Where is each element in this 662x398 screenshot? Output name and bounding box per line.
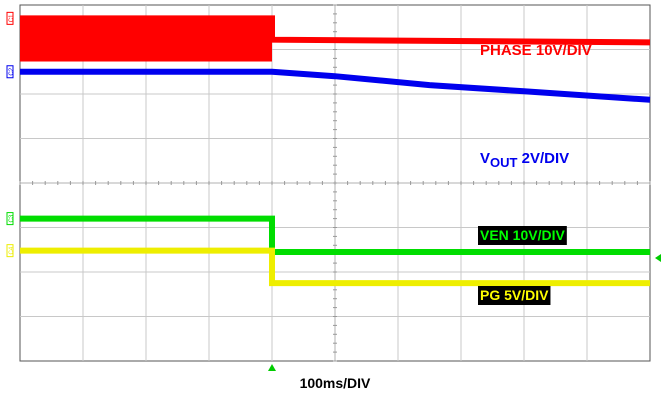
channel-marker-label: C1	[9, 14, 15, 22]
channel-marker-4	[6, 244, 14, 258]
trigger-time-marker	[268, 364, 276, 371]
trace-label-2: VOUT 2V/DIV	[480, 150, 569, 170]
trace-line-3	[20, 215, 650, 255]
channel-marker-3	[6, 212, 14, 226]
trace-labels: PHASE 10V/DIV VOUT 2V/DIV VEN 10V/DIV PG 5V…	[478, 42, 592, 305]
graticule	[19, 4, 651, 362]
phase-switching-band	[20, 18, 272, 62]
channel-markers: C1 C2 C3 C4	[6, 11, 15, 258]
trigger-level-marker	[655, 254, 661, 262]
label-subscript: OUT	[490, 155, 518, 170]
time-scale-label: 100ms/DIV	[300, 375, 371, 391]
channel-marker-label: C3	[9, 214, 15, 222]
label-main: PHASE 10V/DIV	[480, 42, 592, 59]
channel-marker-label: C2	[9, 67, 15, 75]
trace-line-4	[20, 247, 650, 287]
traces	[20, 15, 651, 287]
trace-label-box-3: VEN 10V/DIV	[478, 226, 567, 245]
label-background	[478, 226, 567, 245]
trace-label-1: PHASE 10V/DIV	[480, 42, 592, 59]
channel-marker-label: C4	[9, 246, 15, 254]
label-tail: 2V/DIV	[517, 150, 569, 167]
trace-label-box-4: PG 5V/DIV	[478, 286, 551, 305]
label-main: V	[480, 150, 490, 167]
trace-label-4: PG 5V/DIV	[480, 287, 549, 303]
trace-label-3: VEN 10V/DIV	[480, 227, 565, 243]
trace-line-2	[20, 68, 651, 103]
channel-marker-2	[6, 65, 14, 79]
label-background	[478, 286, 551, 305]
trace-line-1	[20, 15, 651, 46]
channel-marker-1	[6, 11, 14, 25]
